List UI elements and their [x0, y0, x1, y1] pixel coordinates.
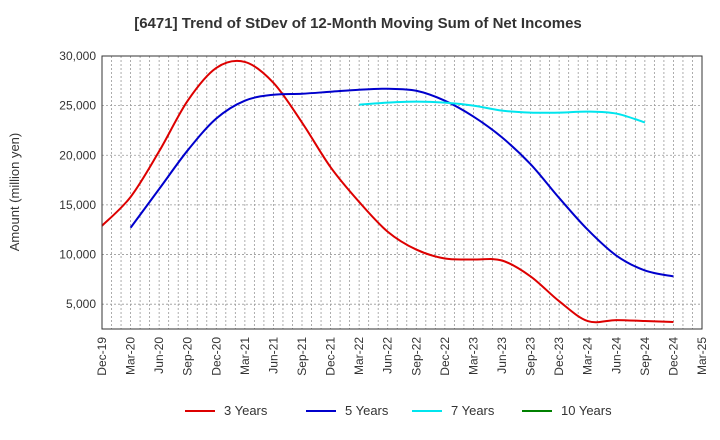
x-tick-label: Mar-20 [124, 337, 138, 375]
y-tick-label: 20,000 [59, 148, 96, 162]
x-tick-label: Sep-22 [409, 337, 423, 376]
y-axis-label: Amount (million yen) [7, 133, 22, 252]
x-tick-label: Jun-22 [381, 337, 395, 374]
legend-label: 3 Years [224, 403, 268, 418]
x-tick-label: Sep-23 [524, 337, 538, 376]
y-axis-ticks: 5,000 10,000 15,000 20,000 25,000 30,000 [59, 49, 96, 311]
x-tick-label: Mar-22 [352, 337, 366, 375]
x-tick-label: Jun-21 [266, 337, 280, 374]
y-tick-label: 15,000 [59, 198, 96, 212]
x-tick-label: Dec-19 [95, 337, 109, 376]
series-lines [101, 59, 674, 324]
y-tick-label: 30,000 [59, 49, 96, 63]
y-tick-label: 5,000 [66, 297, 96, 311]
x-tick-label: Sep-20 [181, 337, 195, 376]
x-tick-label: Mar-24 [581, 337, 595, 375]
x-tick-label: Dec-21 [324, 337, 338, 376]
x-tick-label: Mar-23 [466, 337, 480, 375]
series-line-5-years [129, 87, 674, 278]
series-line-3-years [101, 59, 674, 324]
legend: 3 Years 5 Years 7 Years 10 Years [185, 403, 612, 418]
x-axis-ticks: Dec-19 Mar-20 Jun-20 Sep-20 Dec-20 Mar-21 Jun-… [95, 337, 709, 376]
x-tick-label: Dec-20 [209, 337, 223, 376]
x-tick-label: Jun-23 [495, 337, 509, 374]
series-line-7-years [359, 100, 646, 124]
chart-title: [6471] Trend of StDev of 12-Month Moving… [134, 15, 582, 32]
x-tick-label: Sep-21 [295, 337, 309, 376]
x-tick-label: Dec-23 [552, 337, 566, 376]
x-tick-label: Dec-24 [666, 337, 680, 376]
plot-border [101, 55, 703, 330]
legend-label: 7 Years [451, 403, 495, 418]
y-tick-label: 10,000 [59, 248, 96, 262]
x-tick-label: Jun-24 [609, 337, 623, 374]
y-tick-label: 25,000 [59, 99, 96, 113]
legend-label: 10 Years [561, 403, 612, 418]
legend-label: 5 Years [345, 403, 389, 418]
x-tick-label: Dec-22 [438, 337, 452, 376]
x-tick-label: Jun-20 [152, 337, 166, 374]
plot-area [102, 56, 702, 329]
x-tick-label: Sep-24 [638, 337, 652, 376]
x-tick-label: Mar-25 [695, 337, 709, 375]
x-tick-label: Mar-21 [238, 337, 252, 375]
